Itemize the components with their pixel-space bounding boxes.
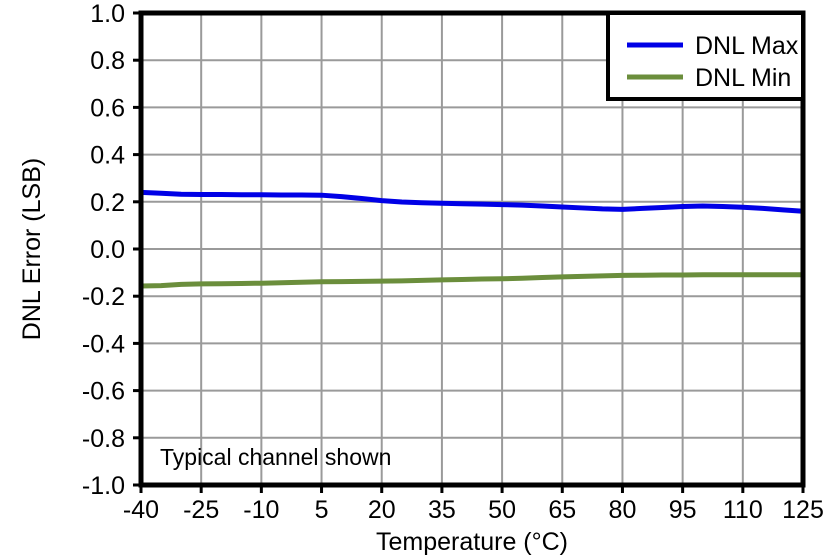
x-tick-label: 5 xyxy=(315,496,329,524)
legend-label-dnl-max: DNL Max xyxy=(695,32,799,60)
x-tick-label: -10 xyxy=(243,496,279,524)
x-axis-ticks xyxy=(139,485,805,493)
y-tick-label: 0.2 xyxy=(90,189,125,217)
series-line-dnl-min xyxy=(140,272,803,289)
y-axis-tick-labels: -1.0 -0.8 -0.6 -0.4 -0.2 0.0 0.2 0.4 0.6 0.8 1.0 xyxy=(82,0,125,500)
y-tick-label: -0.8 xyxy=(82,425,125,453)
legend-label-dnl-min: DNL Min xyxy=(695,64,791,92)
typical-channel-annotation: Typical channel shown xyxy=(160,444,391,470)
series-line-dnl-max xyxy=(140,189,804,214)
y-tick-label: 0.6 xyxy=(90,94,125,122)
data-series-layer xyxy=(140,189,804,289)
x-tick-label: 50 xyxy=(488,496,516,524)
x-tick-label: 35 xyxy=(428,496,456,524)
x-tick-label: 125 xyxy=(782,496,824,524)
y-tick-label: -0.6 xyxy=(82,378,125,406)
y-tick-label: -0.4 xyxy=(82,330,125,358)
x-tick-label: 95 xyxy=(669,496,697,524)
legend-entries: DNL Max DNL Min xyxy=(627,32,799,92)
x-axis-tick-labels: -40 -25 -10 5 20 35 50 65 80 95 110 125 xyxy=(123,496,824,524)
chart-legend: DNL Max DNL Min xyxy=(606,11,805,101)
y-axis-title: DNL Error (LSB) xyxy=(18,158,46,340)
x-axis-title: Temperature (°C) xyxy=(376,528,568,556)
y-tick-label: 1.0 xyxy=(90,0,125,28)
y-tick-label: -0.2 xyxy=(82,283,125,311)
y-tick-label: -1.0 xyxy=(82,472,125,500)
x-tick-label: -25 xyxy=(183,496,219,524)
x-tick-label: 110 xyxy=(723,496,763,524)
y-tick-label: 0.4 xyxy=(90,142,125,170)
y-tick-label: 0.8 xyxy=(90,47,125,75)
x-tick-label: 65 xyxy=(548,496,576,524)
y-tick-label: 0.0 xyxy=(90,236,125,264)
x-tick-label: 80 xyxy=(609,496,637,524)
x-tick-label: -40 xyxy=(123,496,159,524)
x-tick-label: 20 xyxy=(368,496,396,524)
y-axis-ticks xyxy=(133,11,141,487)
legend-box xyxy=(606,11,805,101)
